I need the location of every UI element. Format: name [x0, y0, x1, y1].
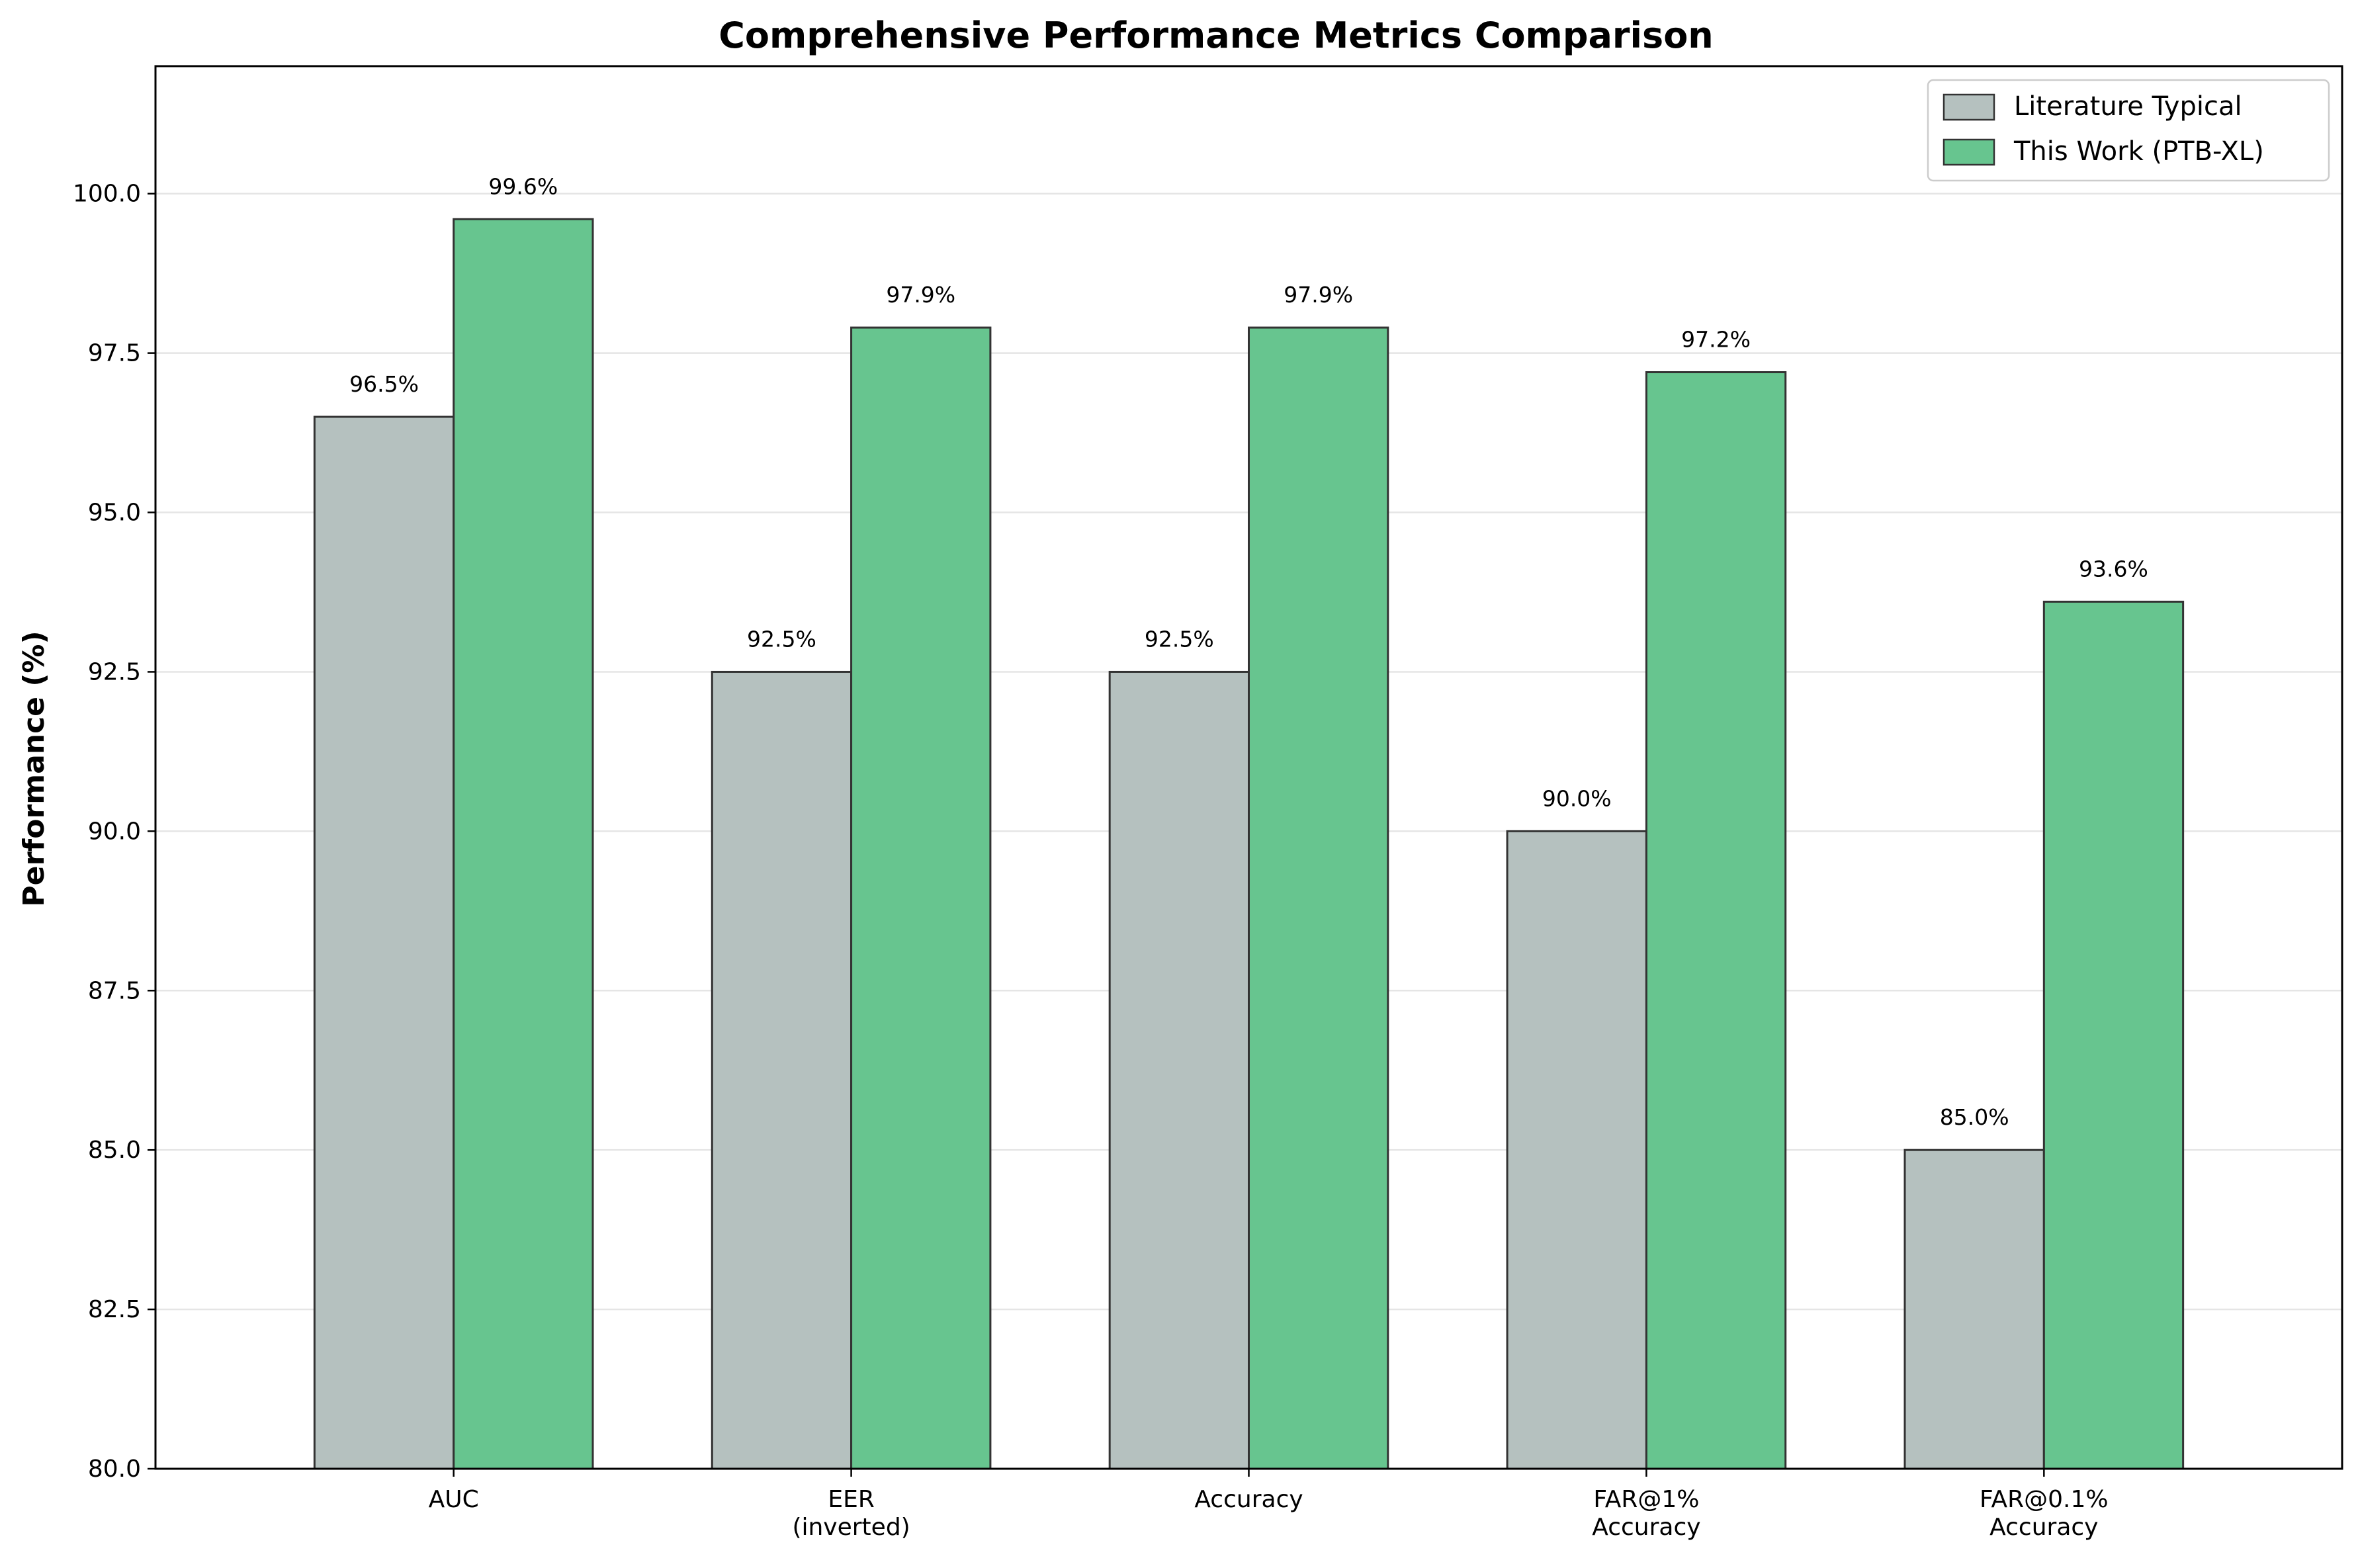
- y-axis-ticks: 80.0 82.5 85.0 87.5 90.0 92.5 95.0 97.5 100.0: [73, 181, 155, 1483]
- legend-label-literature-typical: Literature Typical: [2014, 91, 2242, 122]
- bars: [313, 218, 2185, 1470]
- x-axis-ticks: AUC EER(inverted)Accuracy FAR@1%AccuracyFA…: [429, 1469, 2109, 1541]
- y-tick-label: 92.5: [88, 658, 141, 685]
- bar-value-label: 92.5%: [1145, 626, 1214, 652]
- y-axis-label: Performance (%): [17, 631, 51, 906]
- x-tick-label: FAR@1%: [1593, 1486, 1699, 1513]
- x-tick-label: Accuracy: [1194, 1486, 1303, 1513]
- bar-value-label: 97.9%: [886, 282, 955, 308]
- bar-value-label: 97.2%: [1681, 327, 1751, 353]
- bar-value-label: 93.6%: [2079, 556, 2148, 582]
- y-tick-label: 87.5: [88, 977, 141, 1004]
- legend-box: [1927, 79, 2330, 182]
- bar-value-label: 97.9%: [1284, 282, 1353, 308]
- y-tick-label: 90.0: [88, 818, 141, 845]
- bar-literature-typical-3: [1506, 830, 1647, 1470]
- bar-this-work-3: [1645, 371, 1787, 1470]
- chart-title: Comprehensive Performance Metrics Compar…: [719, 15, 1714, 56]
- y-tick-label: 80.0: [88, 1456, 141, 1483]
- bar-this-work-1: [850, 326, 992, 1470]
- x-tick-label: (inverted): [792, 1514, 910, 1541]
- x-tick-label: FAR@0.1%: [1980, 1486, 2109, 1513]
- bar-value-label: 85.0%: [1940, 1104, 2009, 1130]
- bar-literature-typical-1: [711, 670, 853, 1470]
- y-tick-label: 95.0: [88, 500, 141, 527]
- legend-swatch-this-work: [1943, 138, 1995, 166]
- bar-value-label: 90.0%: [1542, 785, 1612, 811]
- y-tick-label: 97.5: [88, 340, 141, 367]
- legend: Literature Typical This Work (PTB-XL): [1927, 79, 2330, 182]
- x-tick-label: EER: [828, 1486, 875, 1513]
- x-tick-label: Accuracy: [1989, 1514, 2098, 1541]
- legend-swatch-literature-typical: [1943, 93, 1995, 121]
- bar-literature-typical-4: [1903, 1149, 2045, 1470]
- legend-label-this-work: This Work (PTB-XL): [2013, 136, 2264, 167]
- bar-this-work-4: [2042, 600, 2185, 1470]
- y-tick-label: 85.0: [88, 1137, 141, 1164]
- bar-this-work-0: [453, 218, 594, 1470]
- bar-literature-typical-2: [1108, 670, 1250, 1470]
- bar-value-label: 99.6%: [488, 173, 558, 199]
- x-tick-label: AUC: [429, 1486, 479, 1513]
- bar-value-labels: 96.5% 92.5% 92.5% 90.0% 85.0% 99.6% 97.9% 97.9%…: [349, 173, 2148, 1130]
- bar-literature-typical-0: [313, 415, 455, 1470]
- bar-this-work-2: [1248, 326, 1389, 1470]
- y-tick-label: 100.0: [73, 181, 141, 208]
- y-tick-label: 82.5: [88, 1296, 141, 1323]
- x-tick-label: Accuracy: [1592, 1514, 1700, 1541]
- bar-value-label: 96.5%: [349, 371, 419, 397]
- bar-value-label: 92.5%: [747, 626, 816, 652]
